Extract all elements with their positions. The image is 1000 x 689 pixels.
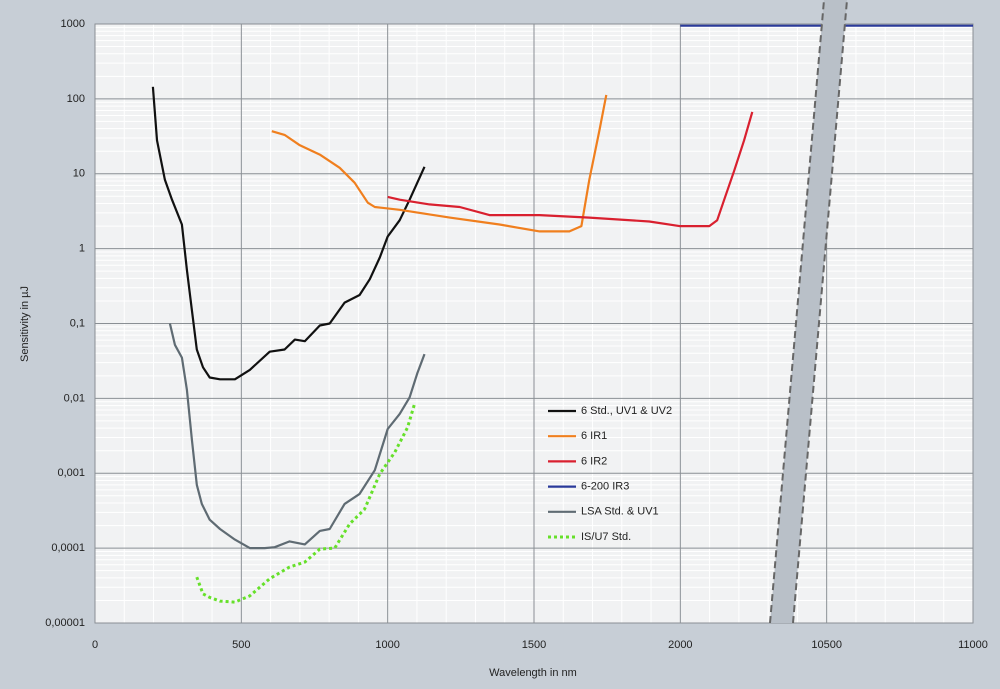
y-tick-label: 1 (79, 243, 85, 255)
axis-break-edge (769, 0, 825, 624)
axis-break-edge (792, 0, 848, 624)
major-grid (94, 23, 974, 624)
y-tick-label: 0,001 (57, 467, 85, 479)
x-tick-label: 1500 (522, 639, 546, 651)
series-lines (151, 24, 973, 604)
axis-break (770, 0, 847, 623)
axis-ticks: 0,00001 0,0001 0,001 0,01 0,1 1 10 100 1000 0 500 1… (45, 18, 988, 651)
series-line (387, 111, 754, 228)
x-tick-label: 11000 (958, 639, 988, 651)
legend-label: LSA Std. & UV1 (581, 506, 659, 518)
y-axis-label: Sensitivity in µJ (19, 286, 31, 362)
series-line (195, 403, 417, 604)
y-tick-label: 100 (67, 93, 85, 105)
y-tick-label: 0,1 (70, 317, 85, 329)
plot-frame (94, 23, 974, 624)
legend-label: 6 IR2 (581, 455, 607, 467)
legend-label: 6-200 IR3 (581, 481, 629, 493)
legend-label: IS/U7 Std. (581, 531, 631, 543)
y-tick-label: 0,00001 (45, 617, 85, 629)
x-tick-label: 10500 (811, 639, 842, 651)
series-line (271, 94, 608, 233)
x-tick-label: 1000 (375, 639, 399, 651)
x-tick-label: 2000 (668, 639, 692, 651)
x-axis-label: Wavelength in nm (489, 667, 577, 679)
legend: 6 Std., UV1 & UV2 6 IR1 6 IR2 6-200 IR3 LSA … (548, 405, 672, 543)
legend-label: 6 Std., UV1 & UV2 (581, 405, 672, 417)
x-tick-label: 0 (92, 639, 98, 651)
series-line (168, 323, 426, 550)
series-line (151, 86, 426, 381)
y-tick-label: 10 (73, 168, 85, 180)
y-tick-label: 1000 (61, 18, 85, 30)
y-tick-label: 0,0001 (51, 542, 85, 554)
x-tick-label: 500 (232, 639, 250, 651)
y-tick-label: 0,01 (64, 392, 85, 404)
legend-label: 6 IR1 (581, 430, 607, 442)
